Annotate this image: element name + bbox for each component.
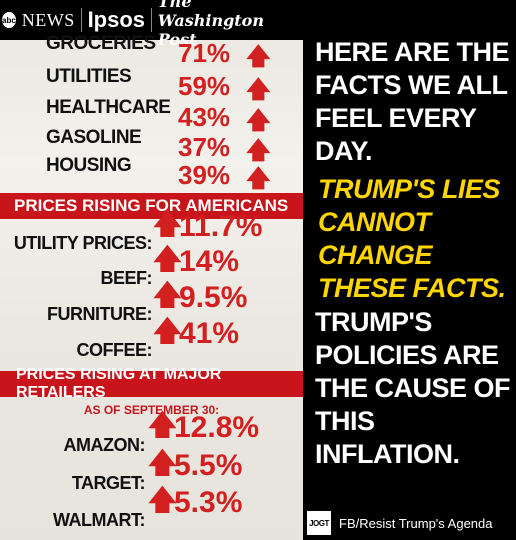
message-line: HERE ARE THE: [315, 37, 510, 67]
stat-label: GROCERIES: [46, 33, 156, 54]
message-block-facts: HERE ARE THE FACTS WE ALL FEEL EVERY DAY…: [315, 36, 516, 168]
up-arrow-icon: 🡅: [246, 76, 271, 103]
message-line: THESE FACTS.: [318, 273, 506, 303]
message-line: TRUMP'S LIES: [318, 174, 500, 204]
abc-logo-icon: abc: [2, 12, 16, 28]
stat-label: HOUSING: [46, 155, 132, 176]
retailer-value: 5.3%: [174, 486, 243, 519]
stat-value: 43%: [178, 102, 231, 132]
message-line: TRUMP'S: [315, 307, 432, 337]
message-block-policies: TRUMP'S POLICIES ARE THE CAUSE OF THIS I…: [315, 306, 516, 471]
footer-text: FB/Resist Trump's Agenda: [339, 515, 493, 531]
message-line: CANNOT CHANGE: [318, 207, 433, 270]
up-arrow-icon: 🡅: [246, 43, 271, 70]
section-title: PRICES RISING FOR AMERICANS: [14, 196, 289, 215]
retailer-label: AMAZON:: [63, 435, 146, 455]
up-arrow-icon: 🡅: [153, 243, 182, 274]
section-banner: PRICES RISING FOR AMERICANS: [0, 193, 303, 219]
price-value: 9.5%: [179, 281, 248, 314]
retailer-value: 5.5%: [174, 449, 243, 482]
retailer-label: WALMART:: [53, 510, 145, 530]
up-arrow-icon: 🡅: [246, 165, 271, 192]
brand-bar: abc NEWS Ipsos The Washington Post: [0, 0, 303, 49]
group-logo-icon: JOGT: [307, 511, 331, 535]
stat-value: 39%: [178, 160, 231, 190]
up-arrow-icon: 🡅: [153, 315, 182, 346]
message-line: FACTS WE ALL: [315, 70, 508, 100]
up-arrow-icon: 🡅: [148, 409, 177, 440]
message-line: THE CAUSE OF: [315, 373, 511, 403]
price-label: FURNITURE:: [47, 304, 153, 324]
price-label: UTILITY PRICES:: [13, 233, 153, 253]
price-value: 41%: [179, 317, 240, 350]
up-arrow-icon: 🡅: [246, 137, 271, 164]
stat-label: HEALTHCARE: [46, 97, 171, 118]
up-arrow-icon: 🡅: [246, 107, 271, 134]
price-label: COFFEE:: [76, 340, 153, 360]
message-line: THIS INFLATION.: [315, 406, 460, 469]
message-line: POLICIES ARE: [315, 340, 499, 370]
stat-value: 71%: [178, 38, 231, 68]
price-label: BEEF:: [100, 268, 153, 288]
section-subtitle: AS OF SEPTEMBER 30:: [83, 403, 220, 417]
ipsos-logo: Ipsos: [87, 7, 146, 32]
price-value: 11.7%: [179, 210, 263, 243]
stat-value: 37%: [178, 132, 231, 162]
washington-post-logo: The Washington Post: [157, 0, 264, 49]
price-value: 14%: [179, 245, 240, 278]
up-arrow-icon: 🡅: [153, 208, 182, 239]
stat-label: GASOLINE: [46, 127, 142, 148]
footer-credit: JOGT FB/Resist Trump's Agenda: [307, 511, 493, 535]
section-title: PRICES RISING AT MAJOR RETAILERS: [16, 366, 222, 401]
section-banner: PRICES RISING AT MAJOR RETAILERS: [0, 366, 303, 401]
retailer-value: 12.8%: [174, 411, 260, 444]
stat-label: UTILITIES: [46, 66, 132, 87]
message-line: FEEL EVERY DAY.: [315, 103, 477, 166]
divider: [151, 8, 152, 32]
poll-graphic: abc NEWS Ipsos The Washington Post GROCE…: [0, 0, 303, 540]
news-label: NEWS: [21, 9, 75, 30]
stat-value: 59%: [178, 71, 231, 101]
retailer-label: TARGET:: [71, 473, 146, 493]
divider: [80, 8, 82, 32]
message-block-lies: TRUMP'S LIES CANNOT CHANGE THESE FACTS.: [318, 173, 516, 305]
up-arrow-icon: 🡅: [153, 279, 182, 310]
up-arrow-icon: 🡅: [148, 447, 177, 478]
up-arrow-icon: 🡅: [148, 484, 177, 515]
